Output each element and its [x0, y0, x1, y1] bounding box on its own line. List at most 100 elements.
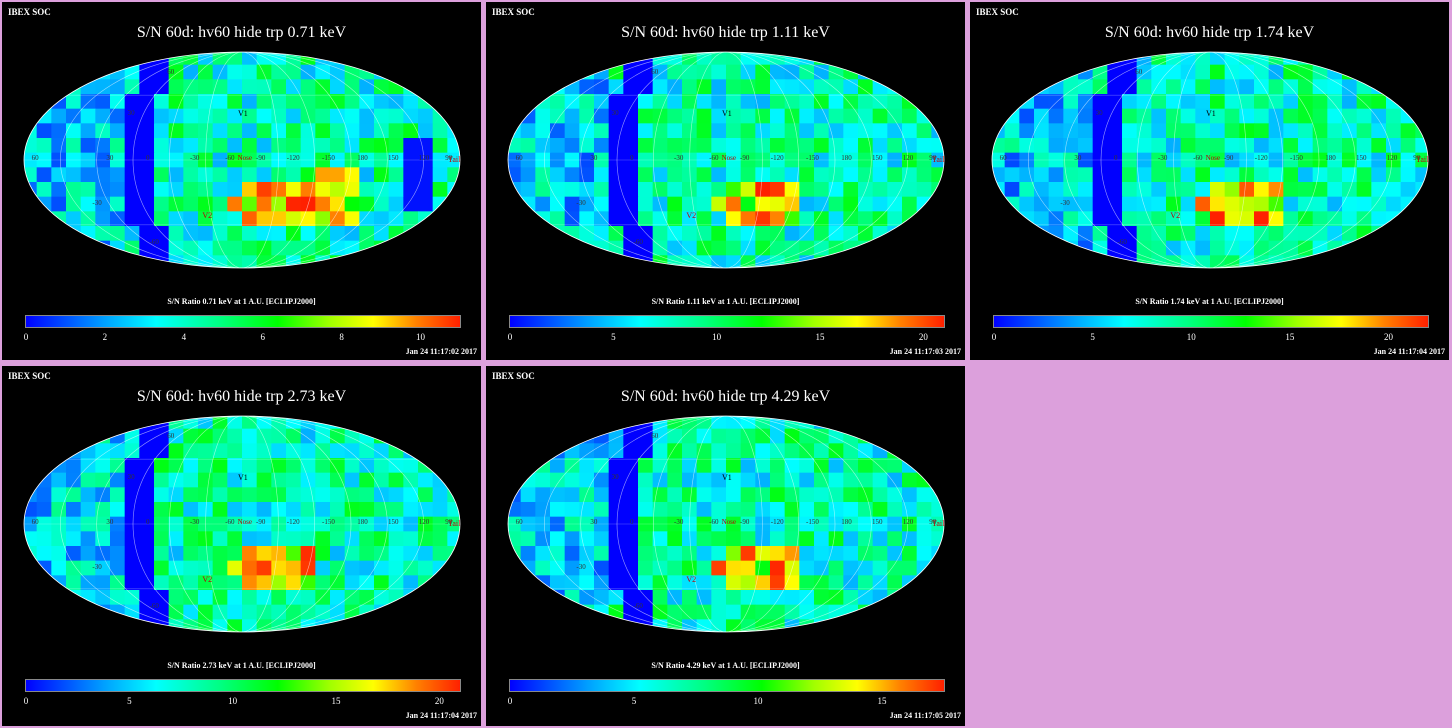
longitude-label: 30 — [106, 518, 114, 526]
colorbar-tick: 20 — [434, 696, 444, 706]
colorbar-tick: 15 — [877, 696, 887, 706]
longitude-label: -60 — [225, 154, 235, 162]
colorbar-tick: 10 — [712, 332, 722, 342]
longitude-label: -60 — [709, 518, 719, 526]
longitude-label: 0 — [1114, 154, 1118, 162]
panel-title: S/N 60d: hv60 hide trp 0.71 keV — [136, 24, 347, 41]
colorbar-label: S/N Ratio 0.71 keV at 1 A.U. [ECLIPJ2000… — [167, 297, 316, 306]
longitude-label: 90 — [445, 154, 453, 162]
longitude-label: 180 — [841, 518, 852, 526]
voyager1-label: V1 — [722, 109, 732, 118]
longitude-label: 120 — [419, 154, 430, 162]
voyager2-label: V2 — [686, 211, 696, 220]
colorbar-tick: 20 — [1384, 332, 1394, 342]
longitude-label: 180 — [357, 518, 368, 526]
skymap-panel-3: IBEX SOC S/N 60d: hv60 hide trp 2.73 keV 6… — [2, 366, 481, 726]
colorbar-label: S/N Ratio 4.29 keV at 1 A.U. [ECLIPJ2000… — [651, 661, 800, 670]
colorbar-tick: 15 — [815, 332, 825, 342]
organization-label: IBEX SOC — [492, 7, 535, 17]
longitude-label: 30 — [590, 518, 598, 526]
voyager2-label: V2 — [1170, 211, 1180, 220]
colorbar — [25, 679, 461, 692]
voyager1-label: V1 — [1206, 109, 1216, 118]
panel-title: S/N 60d: hv60 hide trp 4.29 keV — [620, 388, 831, 405]
longitude-label: 60 — [32, 154, 39, 162]
colorbar-label: S/N Ratio 1.74 keV at 1 A.U. [ECLIPJ2000… — [1135, 297, 1284, 306]
latitude-label: 60 — [651, 432, 659, 440]
nose-label: Nose — [722, 518, 736, 526]
longitude-label: 120 — [903, 154, 914, 162]
colorbar-tick: 2 — [102, 332, 108, 342]
colorbar-tick: 0 — [23, 696, 29, 706]
latitude-label: -30 — [1060, 199, 1070, 207]
longitude-label: -150 — [322, 154, 335, 162]
longitude-label: 60 — [32, 518, 39, 526]
timestamp: Jan 24 11:17:04 2017 — [405, 711, 477, 720]
colorbar — [993, 315, 1429, 328]
mollweide-skymap: 60 30 0 -30 -60 -90 -120 -150 180 150 120 90 60 30 -30… — [23, 51, 461, 269]
longitude-label: -120 — [771, 518, 784, 526]
colorbar-tick: 0 — [991, 332, 997, 342]
latitude-label: -30 — [92, 199, 102, 207]
panel-title: S/N 60d: hv60 hide trp 2.73 keV — [136, 388, 347, 405]
longitude-label: 180 — [841, 154, 852, 162]
colorbar-tick: 5 — [127, 696, 132, 706]
colorbar — [509, 679, 945, 692]
longitude-label: 0 — [630, 518, 634, 526]
longitude-label: -90 — [740, 154, 750, 162]
colorbar-tick: 10 — [1186, 332, 1196, 342]
longitude-label: -150 — [322, 518, 335, 526]
nose-label: Nose — [238, 518, 252, 526]
tail-label: Tail — [932, 155, 945, 164]
latitude-label: 30 — [612, 109, 620, 117]
longitude-label: 150 — [388, 154, 399, 162]
colorbar-label: S/N Ratio 1.11 keV at 1 A.U. [ECLIPJ2000… — [651, 297, 800, 306]
colorbar-tick: 10 — [753, 696, 763, 706]
organization-label: IBEX SOC — [8, 7, 51, 17]
latitude-label: -30 — [576, 199, 586, 207]
colorbar-tick: 0 — [23, 332, 29, 342]
voyager2-label: V2 — [686, 575, 696, 584]
longitude-label: 90 — [929, 154, 937, 162]
latitude-label: 30 — [128, 473, 136, 481]
tail-label: Tail — [448, 155, 461, 164]
longitude-label: 90 — [929, 518, 937, 526]
longitude-label: -150 — [1290, 154, 1303, 162]
mollweide-skymap: 60 30 0 -30 -60 -90 -120 -150 180 150 120 90 60 30 -30… — [507, 51, 945, 269]
latitude-label: -60 — [634, 238, 644, 246]
longitude-label: -60 — [1193, 154, 1203, 162]
latitude-label: 30 — [1096, 109, 1104, 117]
longitude-label: 60 — [516, 154, 524, 162]
longitude-label: -90 — [256, 518, 266, 526]
longitude-label: -120 — [771, 154, 784, 162]
longitude-label: 0 — [146, 154, 150, 162]
longitude-label: -60 — [225, 518, 235, 526]
longitude-label: 120 — [419, 518, 430, 526]
timestamp: Jan 24 11:17:05 2017 — [889, 711, 961, 720]
longitude-label: 150 — [1356, 154, 1367, 162]
organization-label: IBEX SOC — [976, 7, 1019, 17]
latitude-label: -60 — [634, 602, 644, 610]
colorbar-tick: 15 — [1285, 332, 1295, 342]
longitude-label: 180 — [1325, 154, 1336, 162]
longitude-label: 30 — [106, 154, 114, 162]
skymap-panel-2: IBEX SOC S/N 60d: hv60 hide trp 1.74 keV 6… — [970, 2, 1449, 360]
latitude-label: 60 — [167, 68, 175, 76]
longitude-label: -150 — [806, 518, 819, 526]
longitude-label: 120 — [903, 518, 914, 526]
timestamp: Jan 24 11:17:03 2017 — [889, 347, 961, 356]
latitude-label: -60 — [1118, 238, 1128, 246]
longitude-label: -120 — [287, 154, 300, 162]
colorbar-tick: 8 — [339, 332, 344, 342]
longitude-label: 60 — [1000, 154, 1008, 162]
voyager1-label: V1 — [238, 109, 248, 118]
colorbar-tick: 20 — [918, 332, 928, 342]
longitude-label: 150 — [872, 154, 883, 162]
latitude-label: -60 — [150, 602, 160, 610]
longitude-label: -90 — [256, 154, 266, 162]
colorbar-tick: 15 — [331, 696, 341, 706]
mollweide-skymap: 60 30 0 -30 -60 -90 -120 -150 180 150 120 90 60 30 -30… — [507, 415, 945, 633]
colorbar-tick: 10 — [416, 332, 426, 342]
latitude-label: 60 — [167, 432, 175, 440]
longitude-label: 60 — [516, 518, 524, 526]
